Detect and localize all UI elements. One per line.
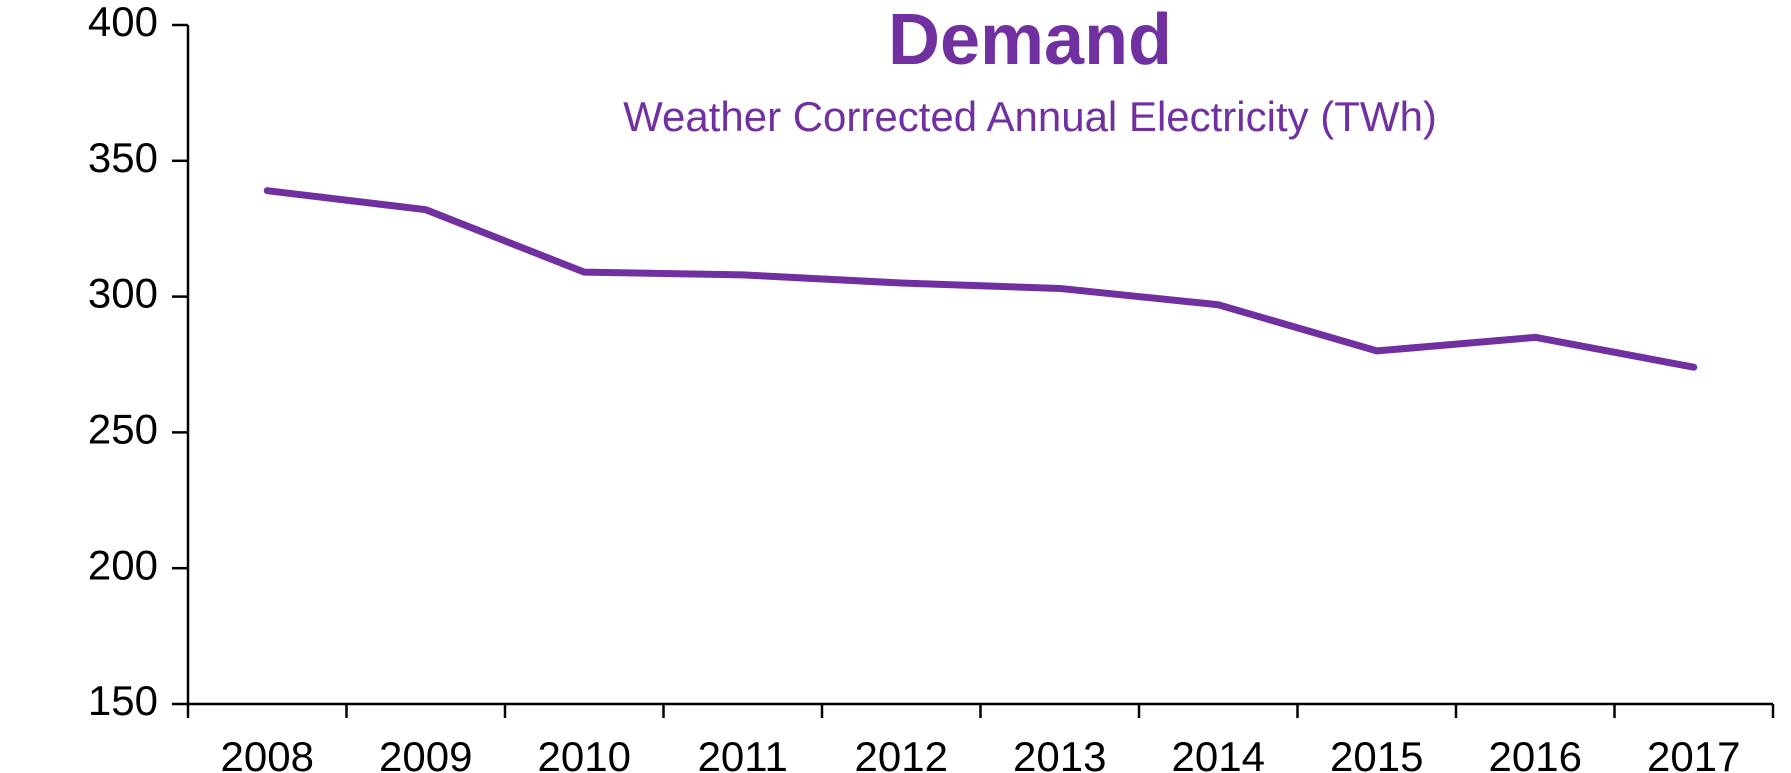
- x-tick-label: 2010: [538, 733, 631, 773]
- chart-title: Demand: [888, 0, 1172, 80]
- x-tick-label: 2016: [1489, 733, 1582, 773]
- y-tick-label: 250: [88, 405, 158, 452]
- x-tick-label: 2011: [698, 733, 788, 773]
- y-tick-label: 300: [88, 270, 158, 317]
- x-tick-label: 2017: [1647, 733, 1740, 773]
- x-tick-label: 2009: [379, 733, 472, 773]
- x-tick-label: 2014: [1172, 733, 1265, 773]
- y-tick-label: 400: [88, 0, 158, 45]
- x-tick-label: 2013: [1013, 733, 1106, 773]
- x-tick-label: 2015: [1330, 733, 1423, 773]
- x-tick-label: 2012: [855, 733, 948, 773]
- line-series: [263, 187, 1698, 371]
- y-tick-label: 150: [88, 677, 158, 724]
- chart-subtitle: Weather Corrected Annual Electricity (TW…: [623, 93, 1437, 140]
- y-tick-label: 200: [88, 541, 158, 588]
- x-tick-label: 2008: [221, 733, 314, 773]
- y-tick-label: 350: [88, 134, 158, 181]
